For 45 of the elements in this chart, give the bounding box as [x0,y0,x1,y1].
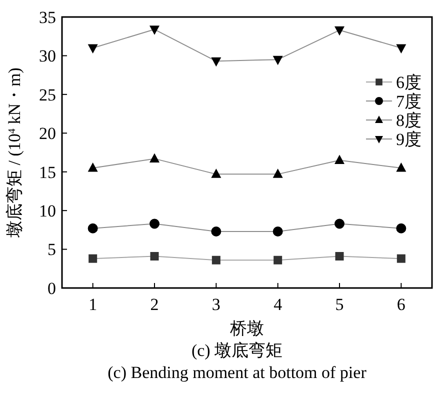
point [335,252,344,261]
x-tick-label: 5 [335,295,344,314]
point [150,218,160,229]
point [211,168,222,178]
point [88,223,98,234]
y-tick-label: 35 [39,8,56,27]
x-tick-label: 2 [150,295,159,314]
point [272,226,283,236]
legend-label: 7度 [396,92,422,111]
point [211,57,222,67]
point [396,44,406,54]
point [274,256,282,264]
point [396,223,406,234]
legend-label: 6度 [396,72,422,92]
point [211,226,222,236]
point [396,254,406,263]
point [150,26,160,35]
text: (c) Bending moment at bottom of pier [108,363,367,382]
point [88,162,98,172]
x-tick-label: 6 [396,295,406,314]
point [88,254,98,263]
point [150,252,159,261]
y-tick-label: 20 [39,124,56,144]
y-tick-label: 25 [39,85,56,104]
point [396,162,406,172]
x-tick-label: 3 [212,295,220,314]
point [334,154,344,164]
point [272,168,283,178]
x-axis-title: 桥墩 [229,319,264,338]
x-tick-label: 4 [274,295,283,314]
legend-label: 8度 [396,110,422,130]
text: (c) 墩底弯矩 [191,341,283,360]
point [88,44,98,54]
legend-label: 9度 [396,130,422,149]
y-tick-label: 15 [39,162,56,182]
point [150,153,160,162]
y-tick-label: 5 [48,240,56,260]
y-tick-label: 30 [39,46,56,66]
y-tick-label: 10 [39,202,56,221]
point [334,26,344,36]
x-tick-label: 1 [88,295,98,314]
point [212,256,220,264]
point [334,218,344,229]
point [272,56,283,66]
y-tick-label: 0 [48,278,56,298]
